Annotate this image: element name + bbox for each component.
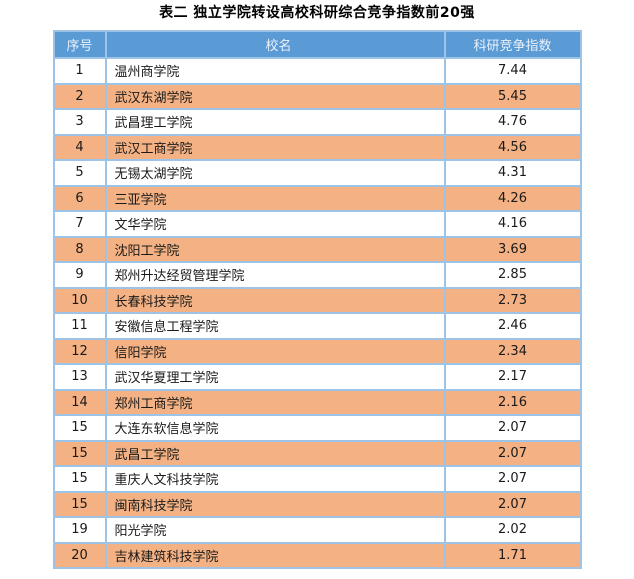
table-row: 2 武汉东湖学院 5.45: [52, 82, 582, 110]
rank-cell: 4: [52, 133, 107, 161]
rank-cell: 11: [52, 312, 107, 340]
table-row: 15 闽南科技学院 2.07: [52, 490, 582, 518]
table-header: 序号 校名 科研竞争指数: [52, 30, 582, 59]
school-cell: 武昌工学院: [104, 439, 446, 467]
rank-cell: 15: [52, 414, 107, 442]
table-row: 15 武昌工学院 2.07: [52, 439, 582, 467]
rank-cell: 12: [52, 337, 107, 365]
index-cell: 2.07: [443, 439, 582, 467]
school-cell: 温州商学院: [104, 57, 446, 85]
table-row: 20 吉林建筑科技学院 1.71: [52, 541, 582, 569]
index-cell: 2.07: [443, 490, 582, 518]
school-cell: 长春科技学院: [104, 286, 446, 314]
index-cell: 2.46: [443, 312, 582, 340]
index-cell: 2.07: [443, 414, 582, 442]
table-row: 19 阳光学院 2.02: [52, 516, 582, 544]
school-cell: 武汉华夏理工学院: [104, 363, 446, 391]
rank-cell: 6: [52, 184, 107, 212]
table-row: 3 武昌理工学院 4.76: [52, 108, 582, 136]
school-cell: 文华学院: [104, 210, 446, 238]
index-cell: 2.07: [443, 465, 582, 493]
school-cell: 无锡太湖学院: [104, 159, 446, 187]
index-cell: 2.02: [443, 516, 582, 544]
header-school-name: 校名: [104, 30, 446, 59]
table-row: 8 沈阳工学院 3.69: [52, 235, 582, 263]
table-row: 1 温州商学院 7.44: [52, 57, 582, 85]
rank-cell: 1: [52, 57, 107, 85]
index-cell: 4.31: [443, 159, 582, 187]
school-cell: 闽南科技学院: [104, 490, 446, 518]
table-row: 10 长春科技学院 2.73: [52, 286, 582, 314]
index-cell: 4.76: [443, 108, 582, 136]
school-cell: 武汉东湖学院: [104, 82, 446, 110]
index-cell: 1.71: [443, 541, 582, 569]
index-cell: 7.44: [443, 57, 582, 85]
rank-cell: 10: [52, 286, 107, 314]
rank-cell: 13: [52, 363, 107, 391]
header-research-index: 科研竞争指数: [443, 30, 582, 59]
header-row: 序号 校名 科研竞争指数: [52, 30, 582, 59]
rank-cell: 2: [52, 82, 107, 110]
rank-cell: 5: [52, 159, 107, 187]
school-cell: 信阳学院: [104, 337, 446, 365]
index-cell: 5.45: [443, 82, 582, 110]
rank-cell: 20: [52, 541, 107, 569]
school-cell: 武汉工商学院: [104, 133, 446, 161]
rank-cell: 9: [52, 261, 107, 289]
table-row: 13 武汉华夏理工学院 2.17: [52, 363, 582, 391]
school-cell: 重庆人文科技学院: [104, 465, 446, 493]
school-cell: 武昌理工学院: [104, 108, 446, 136]
index-cell: 2.17: [443, 363, 582, 391]
table-row: 6 三亚学院 4.26: [52, 184, 582, 212]
rank-cell: 15: [52, 465, 107, 493]
table-title: 表二 独立学院转设高校科研综合竞争指数前20强: [159, 5, 475, 21]
rank-cell: 15: [52, 439, 107, 467]
table-row: 15 重庆人文科技学院 2.07: [52, 465, 582, 493]
rank-cell: 19: [52, 516, 107, 544]
index-cell: 3.69: [443, 235, 582, 263]
table-row: 9 郑州升达经贸管理学院 2.85: [52, 261, 582, 289]
school-cell: 吉林建筑科技学院: [104, 541, 446, 569]
rank-cell: 15: [52, 490, 107, 518]
header-rank: 序号: [52, 30, 107, 59]
school-cell: 郑州工商学院: [104, 388, 446, 416]
table-row: 11 安徽信息工程学院 2.46: [52, 312, 582, 340]
table-row: 12 信阳学院 2.34: [52, 337, 582, 365]
table-row: 7 文华学院 4.16: [52, 210, 582, 238]
rank-cell: 7: [52, 210, 107, 238]
index-cell: 4.26: [443, 184, 582, 212]
index-cell: 4.16: [443, 210, 582, 238]
school-cell: 三亚学院: [104, 184, 446, 212]
index-cell: 4.56: [443, 133, 582, 161]
index-cell: 2.85: [443, 261, 582, 289]
table-row: 14 郑州工商学院 2.16: [52, 388, 582, 416]
school-cell: 阳光学院: [104, 516, 446, 544]
index-cell: 2.16: [443, 388, 582, 416]
index-cell: 2.73: [443, 286, 582, 314]
school-cell: 郑州升达经贸管理学院: [104, 261, 446, 289]
rank-cell: 8: [52, 235, 107, 263]
school-cell: 沈阳工学院: [104, 235, 446, 263]
rank-cell: 14: [52, 388, 107, 416]
school-cell: 大连东软信息学院: [104, 414, 446, 442]
table-row: 15 大连东软信息学院 2.07: [52, 414, 582, 442]
table-row: 5 无锡太湖学院 4.31: [52, 159, 582, 187]
table-body: 1 温州商学院 7.44 2 武汉东湖学院 5.45 3 武昌理工学院 4.76…: [52, 57, 582, 569]
table-row: 4 武汉工商学院 4.56: [52, 133, 582, 161]
ranking-table: 序号 校名 科研竞争指数 1 温州商学院 7.44 2 武汉东湖学院 5.45 …: [52, 30, 582, 569]
rank-cell: 3: [52, 108, 107, 136]
school-cell: 安徽信息工程学院: [104, 312, 446, 340]
index-cell: 2.34: [443, 337, 582, 365]
